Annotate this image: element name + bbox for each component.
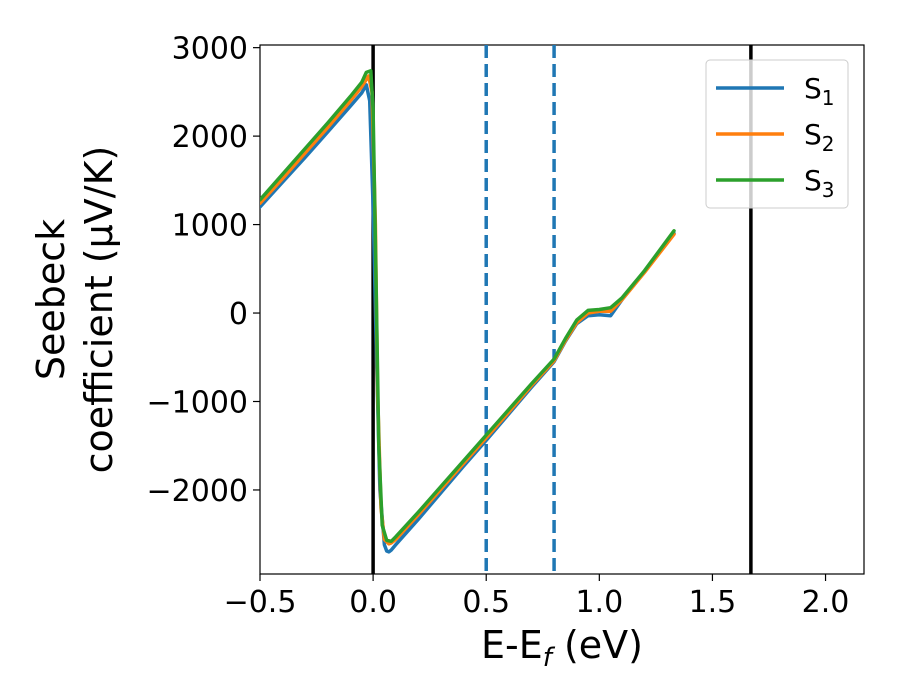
x-axis-label: E-Ef (eV)	[481, 623, 643, 673]
x-tick-label: 2.0	[802, 585, 850, 620]
legend-entry-S1: S1	[716, 72, 835, 110]
y-tick-label: 2000	[172, 120, 248, 155]
series-line-S3	[260, 68, 676, 544]
x-tick-label: 0.5	[462, 585, 510, 620]
x-axis-label-unit: (eV)	[552, 623, 643, 667]
x-tick-label: 0.0	[349, 585, 397, 620]
y-tick-label: −2000	[147, 474, 248, 509]
legend-entry-S2: S2	[716, 118, 835, 156]
y-axis-label-line2: coefficient (μV/K)	[77, 146, 121, 474]
y-axis-label: Seebeck coefficient (μV/K)	[29, 146, 121, 474]
legend-label: S1	[804, 72, 835, 110]
y-tick-label: 1000	[172, 209, 248, 244]
series-line-S2	[260, 74, 676, 546]
x-tick-label: 1.0	[575, 585, 623, 620]
series-lines	[260, 68, 676, 554]
plot-area	[259, 44, 865, 575]
x-axis-label-base: E-E	[481, 623, 543, 667]
y-tick-label: −1000	[147, 386, 248, 421]
y-tick-label: 0	[229, 297, 248, 332]
x-tick-label: 1.5	[689, 585, 737, 620]
series-line-S1	[260, 83, 676, 554]
legend: S1 S2 S3	[705, 59, 849, 209]
vertical-reference-lines	[371, 45, 753, 574]
plot-frame	[259, 44, 865, 575]
legend-label: S2	[804, 118, 835, 156]
x-tick-label: −0.5	[224, 585, 297, 620]
y-axis-label-line1: Seebeck	[29, 219, 73, 380]
legend-entry-S3: S3	[716, 164, 835, 202]
legend-label: S3	[804, 164, 835, 202]
y-tick-label: 3000	[172, 32, 248, 67]
x-axis-ticks: −0.5 0.0 0.5 1.0 1.5 2.0	[224, 574, 850, 620]
y-axis-ticks: −2000 −1000 0 1000 2000 3000	[147, 32, 260, 509]
